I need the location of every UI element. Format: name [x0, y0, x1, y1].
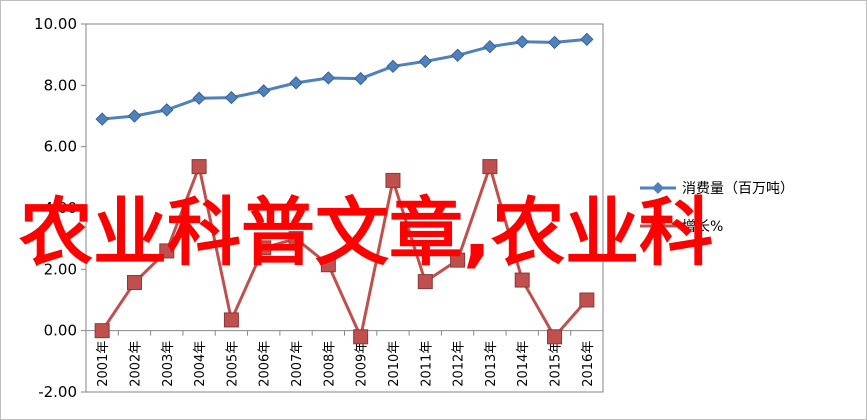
data-point	[289, 76, 303, 90]
overlay-watermark-text: 农业科普文章,农业科	[19, 190, 713, 276]
series-2	[94, 159, 595, 345]
x-tick-label: 2012年	[452, 341, 467, 387]
y-tick-label: 0.00	[44, 322, 77, 340]
data-point	[418, 54, 432, 69]
data-point	[417, 274, 433, 290]
series-line	[102, 37, 587, 121]
data-point	[94, 323, 110, 339]
data-point	[547, 35, 562, 50]
data-point	[482, 159, 498, 175]
legend-entry: 消费量（百万吨）	[640, 181, 794, 197]
data-point	[223, 312, 239, 328]
x-tick-label: 2008年	[322, 341, 337, 387]
legend: 消费量（百万吨） 增长%	[640, 181, 794, 235]
data-point	[256, 240, 272, 256]
data-point	[320, 257, 336, 273]
data-point	[386, 59, 400, 74]
x-tick-label: 2015年	[549, 341, 564, 387]
x-tick-label: 2006年	[258, 341, 273, 387]
legend-entry: 增长%	[640, 219, 723, 235]
data-point	[257, 84, 271, 98]
data-point	[483, 39, 497, 54]
y-tick-label: 4.00	[44, 199, 77, 217]
data-point	[127, 109, 142, 123]
data-point	[450, 252, 466, 268]
x-tick-label: 2007年	[290, 341, 305, 387]
legend-label: 消费量（百万吨）	[682, 181, 794, 197]
data-point	[160, 103, 174, 117]
x-tick-label: 2004年	[193, 341, 208, 387]
data-point	[579, 292, 595, 308]
series-line	[100, 165, 588, 339]
y-tick-label: -2.00	[38, 383, 77, 401]
data-point	[288, 231, 304, 247]
series-1	[95, 32, 594, 126]
data-point	[515, 35, 529, 49]
x-tick-label: 2011年	[419, 341, 434, 387]
data-point	[353, 71, 368, 86]
legend-label: 增长%	[682, 219, 723, 235]
data-point	[450, 48, 465, 62]
data-point	[353, 329, 369, 345]
data-point	[385, 172, 401, 188]
x-tick-label: 2002年	[128, 341, 143, 387]
data-point	[580, 32, 594, 47]
x-tick-label: 2003年	[161, 341, 176, 387]
data-point	[547, 329, 563, 345]
y-tick-label: 8.00	[44, 76, 77, 94]
x-tick-label: 2016年	[581, 341, 596, 387]
data-point	[191, 159, 207, 175]
y-tick-label: 10.00	[34, 15, 77, 33]
x-tick-label: 2010年	[387, 341, 402, 387]
data-point	[224, 90, 239, 105]
data-point	[95, 112, 109, 126]
x-tick-label: 2001年	[96, 341, 111, 387]
plot-area: 10.00 8.00 6.00 4.00 2.00 0.00 -2.00 2001年 2002年…	[34, 15, 604, 401]
x-tick-label: 2009年	[355, 341, 370, 387]
x-tick-label: 2014年	[516, 341, 531, 387]
data-point	[159, 243, 175, 259]
x-tick-label: 2005年	[225, 341, 240, 387]
x-tick-label: 2013年	[484, 341, 499, 387]
data-point	[126, 275, 142, 291]
legend-marker	[652, 182, 664, 194]
data-point	[192, 91, 206, 105]
y-tick-label: 2.00	[44, 260, 77, 278]
legend-marker	[651, 219, 665, 233]
data-point	[514, 272, 530, 288]
data-point	[321, 71, 336, 85]
y-tick-label: 6.00	[44, 138, 77, 156]
